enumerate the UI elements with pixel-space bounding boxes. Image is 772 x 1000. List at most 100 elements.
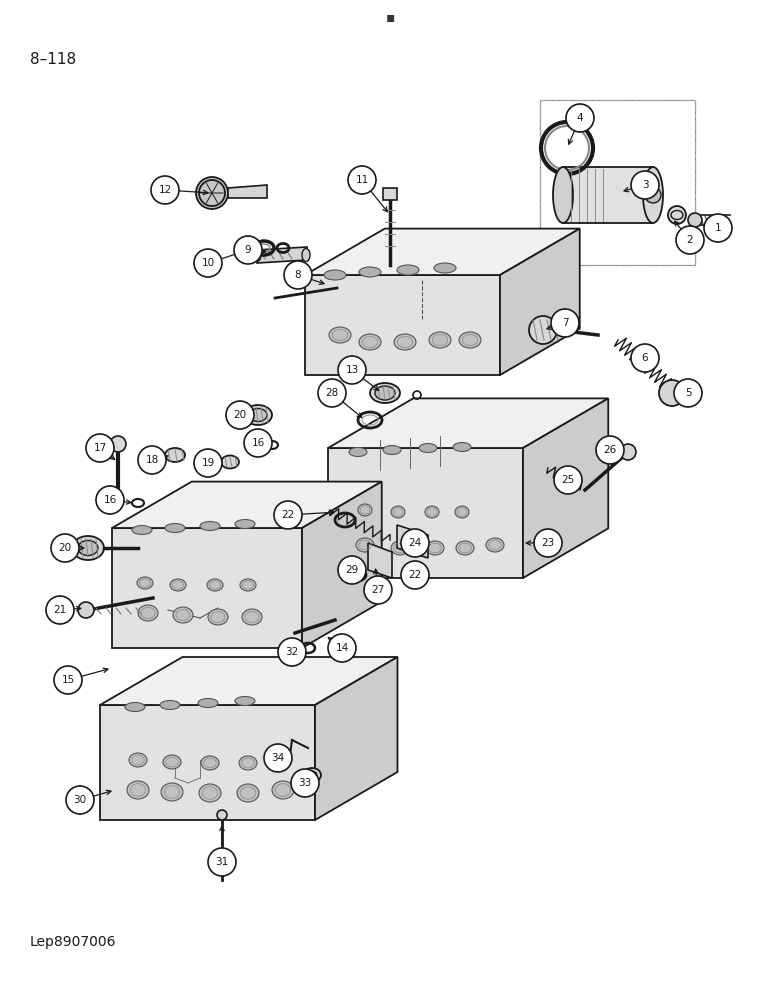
Ellipse shape xyxy=(160,700,180,710)
Polygon shape xyxy=(305,275,500,375)
Ellipse shape xyxy=(453,442,471,452)
Circle shape xyxy=(674,379,702,407)
Text: 5: 5 xyxy=(685,388,691,398)
Circle shape xyxy=(364,576,392,604)
Text: 21: 21 xyxy=(53,605,66,615)
Text: 6: 6 xyxy=(642,353,648,363)
Ellipse shape xyxy=(358,504,372,516)
Text: 12: 12 xyxy=(158,185,171,195)
Text: 28: 28 xyxy=(325,388,339,398)
Ellipse shape xyxy=(429,332,451,348)
Text: 20: 20 xyxy=(233,410,246,420)
Ellipse shape xyxy=(237,784,259,802)
Ellipse shape xyxy=(207,579,223,591)
Ellipse shape xyxy=(163,755,181,769)
Polygon shape xyxy=(257,247,307,263)
Ellipse shape xyxy=(125,702,145,712)
Ellipse shape xyxy=(165,524,185,532)
Circle shape xyxy=(244,429,272,457)
Circle shape xyxy=(551,309,579,337)
Circle shape xyxy=(676,226,704,254)
Polygon shape xyxy=(383,188,397,200)
Text: 15: 15 xyxy=(62,675,75,685)
Ellipse shape xyxy=(397,265,419,275)
Ellipse shape xyxy=(359,334,381,350)
Ellipse shape xyxy=(161,783,183,801)
Circle shape xyxy=(208,848,236,876)
Ellipse shape xyxy=(198,698,218,708)
Ellipse shape xyxy=(137,577,153,589)
Polygon shape xyxy=(368,543,392,578)
Ellipse shape xyxy=(72,536,104,560)
Text: 13: 13 xyxy=(345,365,359,375)
Circle shape xyxy=(46,596,74,624)
Ellipse shape xyxy=(165,448,185,462)
Ellipse shape xyxy=(459,332,481,348)
Circle shape xyxy=(338,556,366,584)
Ellipse shape xyxy=(303,768,321,782)
Ellipse shape xyxy=(221,456,239,468)
Ellipse shape xyxy=(394,334,416,350)
Polygon shape xyxy=(500,229,580,375)
Circle shape xyxy=(278,638,306,666)
Ellipse shape xyxy=(356,538,374,552)
Text: 17: 17 xyxy=(93,443,107,453)
Polygon shape xyxy=(302,482,381,648)
Circle shape xyxy=(328,634,356,662)
Ellipse shape xyxy=(349,448,367,456)
Circle shape xyxy=(348,166,376,194)
Ellipse shape xyxy=(324,270,346,280)
Ellipse shape xyxy=(307,771,317,779)
Circle shape xyxy=(529,316,557,344)
Circle shape xyxy=(194,449,222,477)
Circle shape xyxy=(196,177,228,209)
Circle shape xyxy=(66,786,94,814)
Circle shape xyxy=(401,561,429,589)
Circle shape xyxy=(86,434,114,462)
Text: 22: 22 xyxy=(281,510,295,520)
Text: 18: 18 xyxy=(145,455,158,465)
Circle shape xyxy=(704,214,732,242)
Circle shape xyxy=(596,436,624,464)
Polygon shape xyxy=(328,398,608,448)
Text: 14: 14 xyxy=(335,643,349,653)
Ellipse shape xyxy=(240,579,256,591)
Text: 27: 27 xyxy=(371,585,384,595)
Text: 29: 29 xyxy=(345,565,359,575)
Circle shape xyxy=(96,486,124,514)
Ellipse shape xyxy=(132,526,152,534)
Circle shape xyxy=(291,769,319,797)
Circle shape xyxy=(234,236,262,264)
Text: 33: 33 xyxy=(298,778,312,788)
Circle shape xyxy=(631,171,659,199)
Ellipse shape xyxy=(249,408,267,422)
Circle shape xyxy=(620,444,636,460)
Polygon shape xyxy=(100,657,398,705)
Ellipse shape xyxy=(253,248,261,261)
Text: 7: 7 xyxy=(562,318,568,328)
Ellipse shape xyxy=(383,446,401,454)
Polygon shape xyxy=(397,525,428,558)
Circle shape xyxy=(217,810,227,820)
Text: 25: 25 xyxy=(561,475,574,485)
Ellipse shape xyxy=(272,781,294,799)
Text: 23: 23 xyxy=(541,538,554,548)
Ellipse shape xyxy=(553,167,573,223)
Ellipse shape xyxy=(661,384,683,402)
Ellipse shape xyxy=(419,444,437,452)
Ellipse shape xyxy=(129,753,147,767)
Circle shape xyxy=(194,249,222,277)
Polygon shape xyxy=(112,528,302,648)
Text: 16: 16 xyxy=(103,495,117,505)
Ellipse shape xyxy=(242,609,262,625)
Ellipse shape xyxy=(208,609,228,625)
Circle shape xyxy=(110,436,126,452)
Text: 10: 10 xyxy=(201,258,215,268)
Ellipse shape xyxy=(329,327,351,343)
Ellipse shape xyxy=(359,267,381,277)
Circle shape xyxy=(645,187,661,203)
Ellipse shape xyxy=(200,522,220,530)
Ellipse shape xyxy=(244,405,272,425)
Ellipse shape xyxy=(391,541,409,555)
Circle shape xyxy=(264,744,292,772)
